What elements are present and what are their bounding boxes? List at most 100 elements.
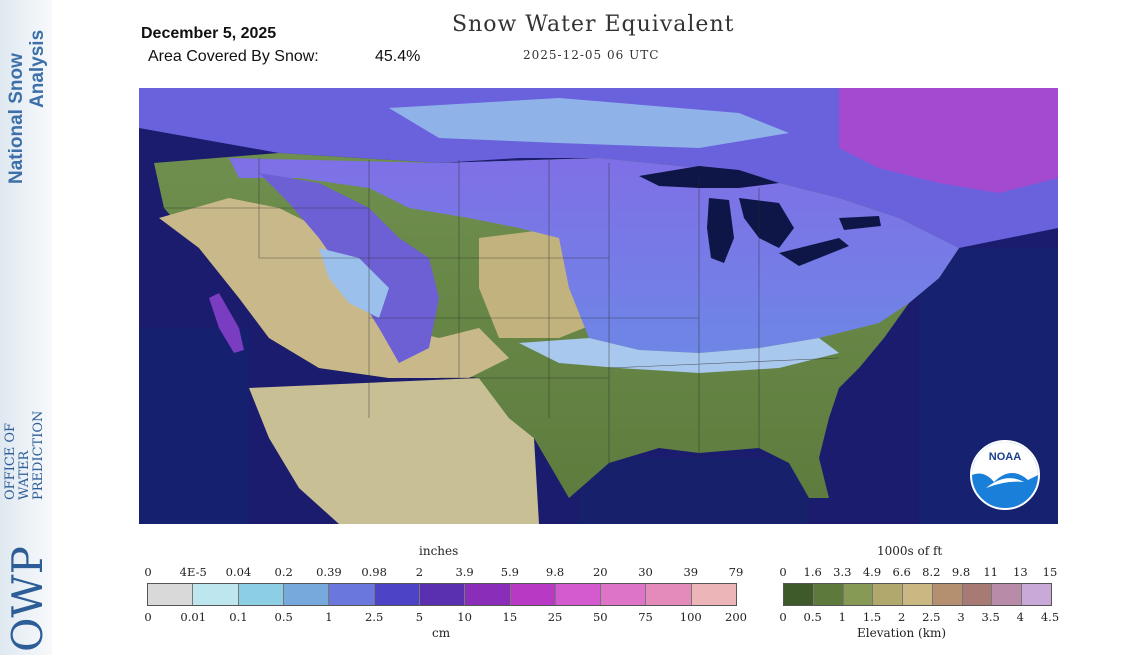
elev_legend-color-swatch (813, 584, 844, 605)
swe_legend-top-tick: 3.9 (455, 565, 474, 579)
agency-line2: WATER (17, 450, 32, 500)
swe_legend-top-tick: 39 (683, 565, 699, 579)
lake-huron (739, 198, 794, 248)
swe_legend-color-swatch (510, 584, 556, 605)
swe_legend-top-tick: 4E-5 (179, 565, 207, 579)
swe_legend-top-tick: 0.98 (361, 565, 387, 579)
swe_legend-top-tick: 2 (415, 565, 424, 579)
rockies-light (319, 248, 389, 318)
coverage-value: 45.4% (375, 48, 421, 65)
swe_legend-color-swatch (465, 584, 511, 605)
map-title: Snow Water Equivalent (452, 12, 735, 37)
elev_legend-bottom-tick: 0 (779, 610, 787, 624)
noaa-logo-icon: NOAA (970, 440, 1040, 510)
swe_legend-color-swatch (555, 584, 602, 605)
ocean-pacific (139, 328, 249, 524)
map-date: December 5, 2025 (141, 25, 277, 42)
agency-line1: OFFICE OF (3, 422, 18, 500)
elev-legend-unit-top: 1000s of ft (877, 544, 943, 558)
swe_legend-bottom-tick: 0.1 (229, 610, 248, 624)
swe_legend-bottom-tick: 50 (592, 610, 608, 624)
elev_legend-bottom-tick: 1.5 (862, 610, 882, 624)
swe_legend-color-swatch (691, 584, 737, 605)
elev_legend-top-tick: 9.8 (951, 565, 971, 579)
program-title-line2: Analysis (27, 29, 48, 108)
program-title-line1: National Snow (6, 53, 27, 184)
elev_legend-top-tick: 4.9 (862, 565, 882, 579)
agency-line3: PREDICTION (31, 410, 46, 500)
swe_legend-bottom-tick: 10 (457, 610, 472, 624)
swe_legend-bottom-tick: 75 (638, 610, 653, 624)
swe_legend-bottom-tick: 0 (144, 610, 152, 624)
elev-legend-unit-bottom: Elevation (km) (857, 626, 947, 640)
noaa-logo-text: NOAA (989, 451, 1021, 463)
west-tan-area (159, 198, 509, 378)
lake-superior (639, 166, 779, 188)
program-title: National Snow Analysis (2, 8, 50, 184)
elev_legend-color-swatch (843, 584, 874, 605)
swe_legend-bottom-tick: 0.5 (274, 610, 293, 624)
elev_legend-bottom-tick: 2 (897, 610, 906, 624)
swe_legend-color-swatch (238, 584, 284, 605)
swe_legend-top-tick: 30 (638, 565, 653, 579)
swe_legend-color-swatch (148, 584, 194, 605)
elev_legend-top-tick: 13 (1013, 565, 1028, 579)
lake-michigan (707, 198, 734, 263)
gulf-of-mexico (579, 458, 809, 524)
sierra-snow (209, 293, 244, 353)
elev_legend-color-swatch (903, 584, 933, 605)
swe_legend-top-tick: 0.04 (225, 565, 252, 579)
map-timestamp: 2025-12-05 06 UTC (523, 48, 660, 62)
swe_legend-top-tick: 79 (728, 565, 744, 579)
elev_legend-color-swatch (1022, 584, 1052, 605)
mexico-land (249, 378, 539, 524)
swe_legend-top-tick: 0.2 (274, 565, 293, 579)
swe_legend-bottom-tick: 1 (325, 610, 333, 624)
swe_legend-top-tick: 9.8 (545, 565, 565, 579)
swe_legend-color-swatch (283, 584, 330, 605)
elev-color-bar (783, 583, 1052, 606)
elev_legend-bottom-tick: 3 (957, 610, 965, 624)
coverage-label: Area Covered By Snow: (148, 48, 319, 65)
elev_legend-top-tick: 8.2 (922, 565, 941, 579)
swe_legend-bottom-tick: 2.5 (364, 610, 384, 624)
swe-legend-unit-bottom: cm (432, 626, 451, 640)
swe_legend-bottom-tick: 200 (725, 610, 747, 624)
elev_legend-top-tick: 0 (779, 565, 787, 579)
swe_legend-color-swatch (601, 584, 647, 605)
elev_legend-bottom-tick: 2.5 (922, 610, 941, 624)
elev_legend-top-tick: 3.3 (833, 565, 852, 579)
swe_legend-bottom-tick: 25 (547, 610, 563, 624)
elev_legend-top-tick: 6.6 (892, 565, 911, 579)
swe_legend-top-tick: 0.39 (316, 565, 342, 579)
swe_legend-bottom-tick: 5 (415, 610, 424, 624)
swe_legend-top-tick: 0 (144, 565, 152, 579)
swe_legend-top-tick: 5.9 (500, 565, 519, 579)
elev_legend-color-swatch (962, 584, 993, 605)
elev_legend-bottom-tick: 0.5 (803, 610, 822, 624)
elev_legend-bottom-tick: 3.5 (981, 610, 1000, 624)
canada-light-band (389, 98, 789, 148)
elev_legend-color-swatch (784, 584, 814, 605)
swe_legend-top-tick: 20 (592, 565, 608, 579)
swe_legend-color-swatch (329, 584, 375, 605)
swe_legend-color-swatch (419, 584, 466, 605)
state-borders (154, 158, 840, 468)
snow-map (139, 88, 1058, 524)
swe-legend-unit-top: inches (419, 544, 459, 558)
swe_legend-bottom-tick: 100 (679, 610, 702, 624)
elev_legend-bottom-tick: 4.5 (1040, 610, 1060, 624)
agency-abbrev: OWP (3, 546, 52, 652)
elev_legend-bottom-tick: 1 (838, 610, 846, 624)
swe_legend-color-swatch (374, 584, 420, 605)
elev_legend-top-tick: 11 (983, 565, 998, 579)
elev_legend-bottom-tick: 4 (1016, 610, 1024, 624)
elev_legend-color-swatch (873, 584, 904, 605)
elev_legend-color-swatch (992, 584, 1023, 605)
swe_legend-bottom-tick: 15 (502, 610, 518, 624)
elev_legend-color-swatch (932, 584, 963, 605)
lake-ontario (839, 216, 881, 230)
elev_legend-top-tick: 1.6 (803, 565, 822, 579)
lake-erie (779, 238, 849, 266)
swe-color-bar (147, 583, 737, 606)
